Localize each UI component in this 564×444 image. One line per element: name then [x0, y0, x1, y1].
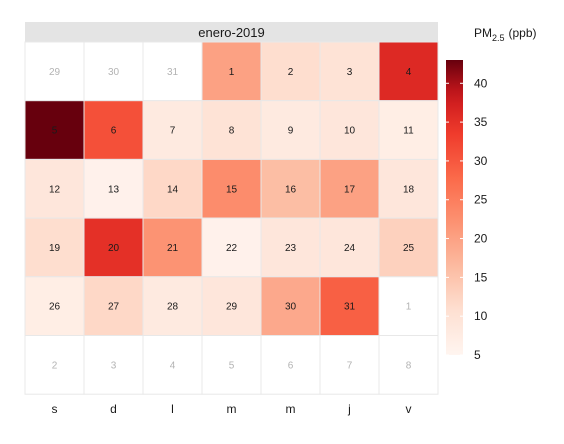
day-label: 20: [108, 243, 120, 254]
day-label: 29: [49, 67, 61, 78]
calendar-cell: [83, 335, 144, 395]
calendar-cell: [24, 100, 85, 160]
legend-tick-label: 15: [474, 270, 488, 284]
legend-tick-label: 20: [474, 232, 488, 246]
calendar-cell: [24, 217, 85, 278]
day-label: 12: [49, 184, 61, 195]
day-label: 7: [170, 126, 176, 137]
calendar-cell: [24, 158, 85, 219]
legend-tick-label: 25: [474, 193, 488, 207]
weekday-label: m: [286, 402, 296, 416]
day-label: 8: [406, 360, 412, 371]
day-label: 4: [170, 360, 176, 371]
weekday-label: j: [347, 402, 351, 416]
legend-title: PM2.5 (ppb): [474, 26, 537, 43]
legend-tick-label: 10: [474, 309, 488, 323]
day-label: 31: [344, 302, 356, 313]
calendar-cell: [319, 217, 380, 278]
calendar-cell: [83, 100, 144, 160]
day-label: 14: [167, 184, 179, 195]
day-label: 18: [403, 184, 415, 195]
day-label: 2: [288, 67, 294, 78]
calendar-cell: [142, 217, 203, 278]
legend-title-unit: (ppb): [509, 26, 537, 40]
day-label: 10: [344, 126, 356, 137]
legend-colorbar: [446, 60, 463, 355]
calendar-cell: [319, 335, 380, 395]
calendar-cell: [378, 335, 439, 395]
calendar-cell: [24, 276, 85, 336]
day-label: 6: [288, 360, 294, 371]
calendar-cell: [201, 100, 262, 160]
weekday-label: l: [171, 402, 174, 416]
day-label: 30: [285, 302, 297, 313]
day-label: 3: [347, 67, 353, 78]
day-label: 25: [403, 243, 415, 254]
day-label: 5: [229, 360, 235, 371]
weekday-label: s: [52, 402, 58, 416]
legend-title-sub: 2.5: [492, 33, 505, 43]
day-label: 28: [167, 302, 179, 313]
day-label: 22: [226, 243, 238, 254]
calendar-cell: [201, 158, 262, 219]
day-label: 19: [49, 243, 61, 254]
calendar-cell: [201, 335, 262, 395]
day-label: 11: [403, 126, 414, 137]
day-label: 30: [108, 67, 120, 78]
day-label: 1: [229, 67, 235, 78]
day-label: 7: [347, 360, 353, 371]
day-label: 31: [167, 67, 179, 78]
calendar-cell: [378, 41, 439, 102]
weekday-label: d: [110, 402, 117, 416]
day-label: 5: [52, 126, 58, 137]
legend-tick-label: 40: [474, 76, 488, 90]
calendar-cell: [260, 158, 321, 219]
calendar-cell: [260, 41, 321, 102]
calendar-cell: [378, 217, 439, 278]
calendar-cell: [378, 100, 439, 160]
day-label: 21: [167, 243, 179, 254]
calendar-cell: [142, 335, 203, 395]
day-label: 23: [285, 243, 297, 254]
calendar-cell: [378, 158, 439, 219]
legend-tick-label: 5: [474, 348, 481, 362]
strip-background: [25, 22, 438, 42]
day-label: 13: [108, 184, 120, 195]
calendar-cell: [260, 100, 321, 160]
calendar-cell: [260, 276, 321, 336]
day-label: 27: [108, 302, 120, 313]
day-label: 2: [52, 360, 58, 371]
day-label: 8: [229, 126, 235, 137]
day-label: 16: [285, 184, 297, 195]
day-label: 1: [406, 302, 412, 313]
day-label: 4: [406, 67, 412, 78]
day-label: 17: [344, 184, 356, 195]
day-label: 3: [111, 360, 117, 371]
month-title: enero-2019: [198, 25, 265, 40]
legend-ticks: 40 35 30 25 20 15 10 5: [446, 76, 488, 362]
day-label: 15: [226, 184, 238, 195]
weekday-label: m: [227, 402, 237, 416]
calendar-cell: [319, 276, 380, 336]
day-label: 9: [288, 126, 294, 137]
day-label: 24: [344, 243, 356, 254]
day-label: 26: [49, 302, 61, 313]
legend-tick-label: 35: [474, 115, 488, 129]
day-label: 6: [111, 126, 117, 137]
day-label: 29: [226, 302, 238, 313]
calendar-cell: [201, 276, 262, 336]
legend-tick-label: 30: [474, 154, 488, 168]
calendar-cell: [319, 41, 380, 102]
weekday-label: v: [406, 402, 412, 416]
calendar-cell: [378, 276, 439, 336]
calendar-cell: [24, 335, 85, 395]
calendar-cell: [142, 276, 203, 336]
calendar-cell: [319, 100, 380, 160]
calendar-cell: [201, 217, 262, 278]
legend-title-main: PM: [474, 26, 492, 40]
